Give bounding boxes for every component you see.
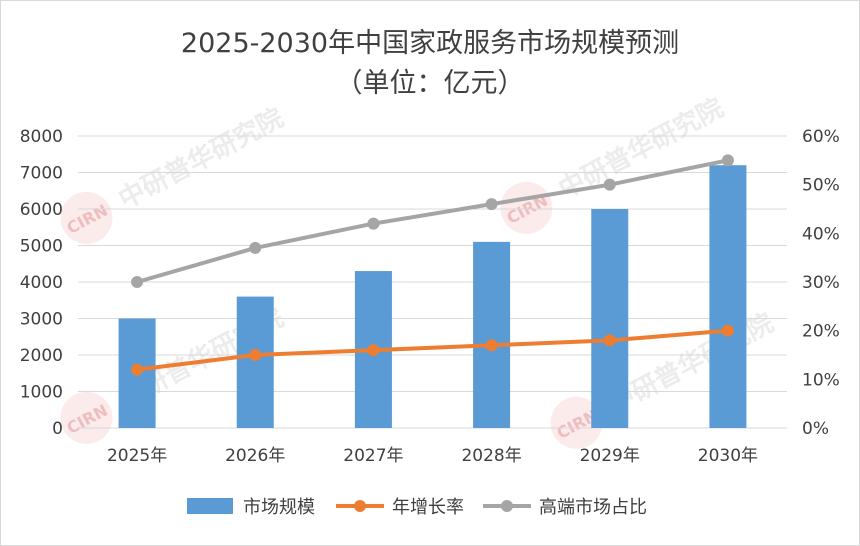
share-point bbox=[249, 241, 262, 254]
growth-point bbox=[131, 363, 144, 376]
left-tick-label: 8000 bbox=[20, 127, 63, 147]
share-line bbox=[136, 158, 729, 284]
watermark-logo bbox=[550, 396, 603, 449]
x-axis: 2025年 2026年 2027年 2028年 2029年 2030年 bbox=[107, 446, 758, 466]
bar bbox=[236, 296, 274, 428]
growth-line bbox=[136, 328, 729, 372]
left-tick-label: 6000 bbox=[20, 200, 63, 220]
right-tick-label: 0% bbox=[802, 419, 829, 439]
x-tick-label: 2028年 bbox=[461, 446, 521, 466]
legend-item: 市场规模 bbox=[187, 497, 315, 518]
right-tick-label: 60% bbox=[802, 127, 840, 147]
left-tick-label: 7000 bbox=[20, 164, 63, 184]
right-tick-label: 50% bbox=[802, 176, 840, 196]
legend-marker bbox=[354, 500, 366, 512]
x-tick-label: 2029年 bbox=[580, 446, 640, 466]
bar bbox=[591, 209, 629, 428]
left-tick-label: 4000 bbox=[20, 273, 63, 293]
right-tick-label: 20% bbox=[802, 322, 840, 342]
line-series bbox=[131, 154, 734, 376]
legend-item: 高端市场占比 bbox=[483, 497, 647, 518]
right-tick-label: 30% bbox=[802, 273, 840, 293]
left-tick-label: 3000 bbox=[20, 310, 63, 330]
bar bbox=[709, 165, 747, 428]
gridlines bbox=[78, 135, 787, 429]
legend-marker bbox=[501, 500, 513, 512]
legend-label: 高端市场占比 bbox=[539, 497, 647, 518]
x-tick-label: 2025年 bbox=[107, 446, 167, 466]
left-axis: 0 1000 2000 3000 4000 5000 6000 7000 8000 bbox=[20, 127, 63, 439]
watermark-logo bbox=[60, 391, 113, 444]
watermark-logo bbox=[60, 191, 113, 244]
growth-point bbox=[721, 324, 734, 337]
share-point bbox=[485, 198, 498, 211]
growth-point bbox=[249, 349, 262, 361]
chart-title: 2025-2030年中国家政服务市场规模预测 bbox=[181, 28, 679, 59]
left-tick-label: 5000 bbox=[20, 237, 63, 257]
legend: 市场规模 年增长率 高端市场占比 bbox=[187, 497, 647, 518]
x-tick-label: 2026年 bbox=[225, 446, 285, 466]
growth-point bbox=[485, 339, 498, 352]
legend-label: 年增长率 bbox=[392, 497, 464, 518]
legend-label: 市场规模 bbox=[243, 497, 315, 518]
x-tick-label: 2030年 bbox=[698, 446, 758, 466]
right-tick-label: 40% bbox=[802, 224, 840, 244]
left-tick-label: 2000 bbox=[20, 346, 63, 366]
share-point bbox=[367, 217, 380, 230]
growth-point bbox=[367, 344, 380, 357]
legend-swatch bbox=[187, 498, 233, 514]
legend-item: 年增长率 bbox=[336, 497, 464, 518]
chart-subtitle: （单位：亿元） bbox=[336, 68, 525, 99]
bar bbox=[473, 241, 511, 428]
share-point bbox=[603, 178, 616, 191]
share-point bbox=[131, 276, 144, 288]
left-tick-label: 1000 bbox=[20, 383, 63, 403]
right-tick-label: 10% bbox=[802, 370, 840, 390]
growth-point bbox=[603, 334, 616, 347]
right-axis: 0% 10% 20% 30% 40% 50% 60% bbox=[802, 127, 840, 439]
left-tick-label: 0 bbox=[52, 419, 63, 439]
x-tick-label: 2027年 bbox=[343, 446, 403, 466]
share-point bbox=[721, 154, 734, 167]
